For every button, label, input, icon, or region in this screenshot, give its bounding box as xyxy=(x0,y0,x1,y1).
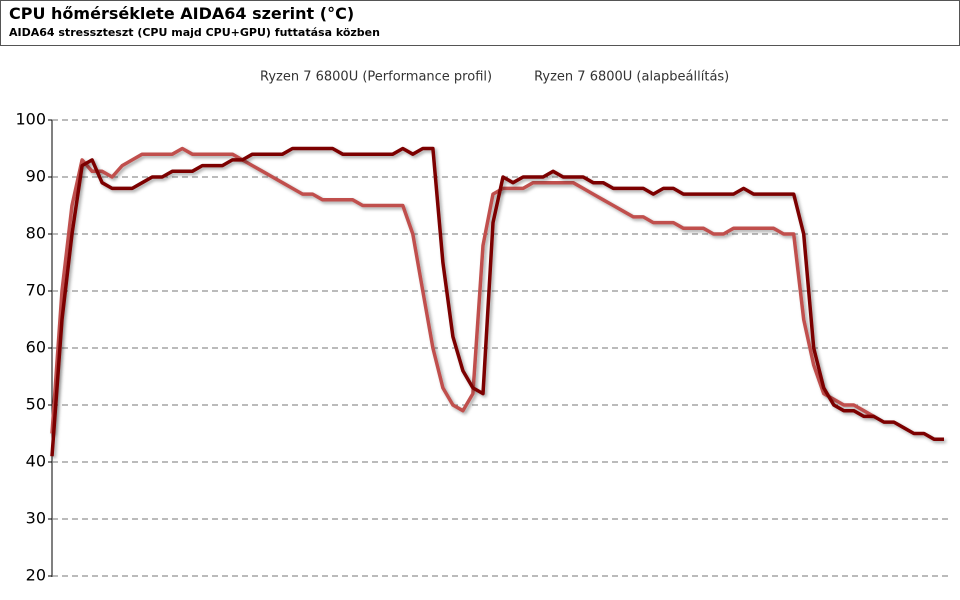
y-tick-label: 20 xyxy=(26,566,46,585)
y-tick-label: 30 xyxy=(26,509,46,528)
legend-label: Ryzen 7 6800U (alapbeállítás) xyxy=(534,70,729,85)
legend-label: Ryzen 7 6800U (Performance profil) xyxy=(260,70,492,85)
chart-title: CPU hőmérséklete AIDA64 szerint (°C) xyxy=(9,4,355,23)
y-tick-label: 100 xyxy=(15,110,46,129)
series-line xyxy=(50,146,875,434)
y-tick-label: 40 xyxy=(26,452,46,471)
series-line xyxy=(50,146,944,457)
y-tick-label: 80 xyxy=(26,224,46,243)
chart-subtitle: AIDA64 stresszteszt (CPU majd CPU+GPU) f… xyxy=(9,26,380,39)
header: CPU hőmérséklete AIDA64 szerint (°C) AID… xyxy=(0,0,960,46)
y-tick-label: 90 xyxy=(26,167,46,186)
y-tick-label: 60 xyxy=(26,338,46,357)
y-tick-label: 70 xyxy=(26,281,46,300)
y-tick-label: 50 xyxy=(26,395,46,414)
